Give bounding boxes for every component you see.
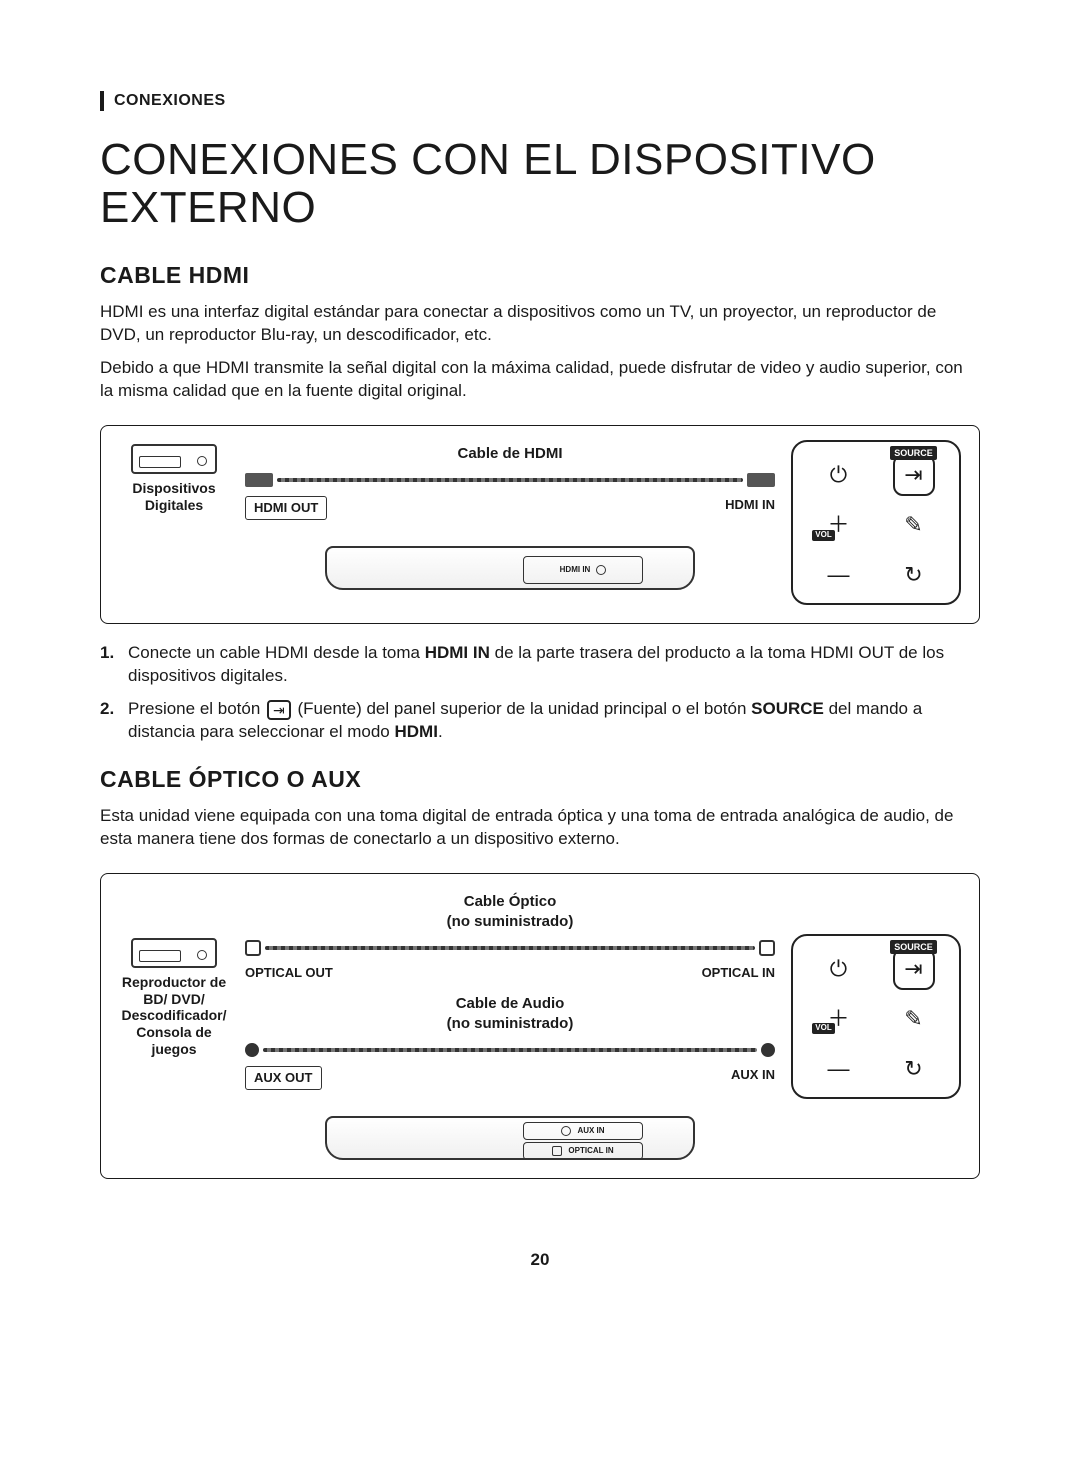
soundbar-hdmi-port: HDMI IN xyxy=(523,556,643,584)
t: (Fuente) del panel superior de la unidad… xyxy=(293,699,751,718)
t: Cable de Audio xyxy=(456,995,565,1012)
source-inline-icon: ⇥ xyxy=(267,700,291,720)
hdmi-step-2: 2. Presione el botón ⇥ (Fuente) del pane… xyxy=(100,698,980,744)
repeat-icon: ↻ xyxy=(893,1048,935,1090)
device-icon xyxy=(131,938,217,968)
optical-connector-right xyxy=(759,940,775,956)
hdmi-in-label: HDMI IN xyxy=(725,496,775,520)
step-text: Presione el botón ⇥ (Fuente) del panel s… xyxy=(128,698,980,744)
aux-connector-left xyxy=(245,1043,259,1057)
vol-up-icon: VOL ＋ xyxy=(818,998,860,1040)
aux-connector-right xyxy=(761,1043,775,1057)
page-number: 20 xyxy=(100,1249,980,1272)
hdmi-cable-col: Cable de HDMI HDMI OUT HDMI IN HDMI IN xyxy=(245,440,775,590)
aux-wire xyxy=(263,1048,757,1052)
step-num: 1. xyxy=(100,642,128,688)
soundbar-optical-label: OPTICAL IN xyxy=(568,1146,613,1157)
optical-jack-icon xyxy=(552,1146,562,1156)
hdmi-wire xyxy=(277,478,743,482)
t-bold: SOURCE xyxy=(751,699,824,718)
hdmi-device-col: Dispositivos Digitales xyxy=(119,440,229,514)
t: . xyxy=(438,722,443,741)
repeat-icon: ↻ xyxy=(893,554,935,596)
step-num: 2. xyxy=(100,698,128,744)
optical-cable-col: Cable Óptico (no suministrado) OPTICAL O… xyxy=(245,888,775,1160)
soundbar-aux-label: AUX IN xyxy=(577,1126,604,1137)
vol-up-icon: VOL ＋ xyxy=(818,504,860,546)
aux-in-label: AUX IN xyxy=(731,1066,775,1090)
t: (no suministrado) xyxy=(447,1015,574,1032)
hdmi-remote-col: ⏻ SOURCE ⇥ VOL ＋ ✎ — ↻ xyxy=(791,440,961,605)
section-header: CONEXIONES xyxy=(100,90,980,112)
optical-p1: Esta unidad viene equipada con una toma … xyxy=(100,805,980,851)
hdmi-p2: Debido a que HDMI transmite la señal dig… xyxy=(100,357,980,403)
t-bold: HDMI xyxy=(394,722,437,741)
hdmi-cable-label: Cable de HDMI xyxy=(245,444,775,464)
soundbar-icon: HDMI IN xyxy=(325,546,695,590)
aux-out-label: AUX OUT xyxy=(245,1066,322,1090)
source-button-icon: SOURCE ⇥ xyxy=(893,948,935,990)
optical-connector-left xyxy=(245,940,261,956)
audio-cable-label: Cable de Audio (no suministrado) xyxy=(245,994,775,1035)
t: Cable Óptico xyxy=(464,893,557,910)
optical-device-label: Reproductor de BD/ DVD/ Descodificador/ … xyxy=(119,974,229,1058)
step-text: Conecte un cable HDMI desde la toma HDMI… xyxy=(128,642,980,688)
power-icon: ⏻ xyxy=(818,454,860,496)
t: Conecte un cable HDMI desde la toma xyxy=(128,643,425,662)
source-icon: ⇥ xyxy=(904,460,922,490)
hdmi-steps: 1. Conecte un cable HDMI desde la toma H… xyxy=(100,642,980,744)
source-button-icon: SOURCE ⇥ xyxy=(893,454,935,496)
hdmi-diagram: Dispositivos Digitales Cable de HDMI HDM… xyxy=(100,425,980,624)
t: Presione el botón xyxy=(128,699,265,718)
optical-out-label: OPTICAL OUT xyxy=(245,964,333,982)
optical-diagram: Reproductor de BD/ DVD/ Descodificador/ … xyxy=(100,873,980,1179)
optical-heading: CABLE ÓPTICO O AUX xyxy=(100,764,980,795)
hdmi-device-label: Dispositivos Digitales xyxy=(119,480,229,514)
mute-icon: ✎ xyxy=(893,504,935,546)
t-bold: HDMI IN xyxy=(425,643,490,662)
optical-wire xyxy=(265,946,755,950)
vol-badge: VOL xyxy=(812,1023,834,1034)
hdmi-heading: CABLE HDMI xyxy=(100,260,980,291)
vol-down-icon: — xyxy=(818,1048,860,1090)
header-rule xyxy=(100,91,104,111)
source-icon: ⇥ xyxy=(904,954,922,984)
aux-jack-icon xyxy=(561,1126,571,1136)
hdmi-jack-icon xyxy=(596,565,606,575)
hdmi-connector-right xyxy=(747,473,775,487)
section-label: CONEXIONES xyxy=(114,90,226,112)
device-icon xyxy=(131,444,217,474)
mute-icon: ✎ xyxy=(893,998,935,1040)
hdmi-step-1: 1. Conecte un cable HDMI desde la toma H… xyxy=(100,642,980,688)
hdmi-p1: HDMI es una interfaz digital estándar pa… xyxy=(100,301,980,347)
soundbar-optical-port: OPTICAL IN xyxy=(523,1142,643,1160)
hdmi-connector-left xyxy=(245,473,273,487)
optical-in-label: OPTICAL IN xyxy=(702,964,775,982)
soundbar-icon: AUX IN OPTICAL IN xyxy=(325,1116,695,1160)
optical-remote-col: ⏻ SOURCE ⇥ VOL ＋ ✎ — ↻ xyxy=(791,888,961,1099)
remote-icon: ⏻ SOURCE ⇥ VOL ＋ ✎ — ↻ xyxy=(791,440,961,605)
hdmi-out-label: HDMI OUT xyxy=(245,496,327,520)
power-icon: ⏻ xyxy=(818,948,860,990)
optical-device-col: Reproductor de BD/ DVD/ Descodificador/ … xyxy=(119,888,229,1058)
vol-badge: VOL xyxy=(812,530,834,541)
soundbar-aux-port: AUX IN xyxy=(523,1122,643,1140)
vol-down-icon: — xyxy=(818,554,860,596)
remote-icon: ⏻ SOURCE ⇥ VOL ＋ ✎ — ↻ xyxy=(791,934,961,1099)
soundbar-hdmi-port-label: HDMI IN xyxy=(560,565,591,576)
t: (no suministrado) xyxy=(447,913,574,930)
source-badge: SOURCE xyxy=(890,446,937,460)
optical-cable-label: Cable Óptico (no suministrado) xyxy=(245,892,775,933)
page-title: CONEXIONES CON EL DISPOSITIVO EXTERNO xyxy=(100,136,980,233)
source-badge: SOURCE xyxy=(890,940,937,954)
